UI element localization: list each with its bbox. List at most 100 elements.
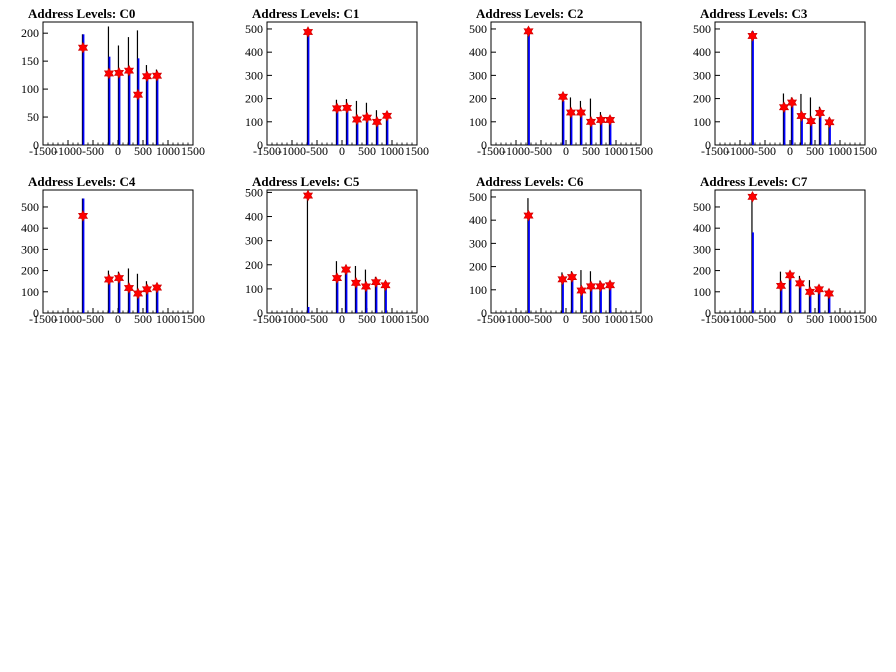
blue-peak: [570, 110, 573, 145]
black-peak: [561, 272, 563, 313]
x-tick-label: 0: [563, 144, 569, 158]
x-tick-label: 1000: [156, 312, 180, 326]
x-tick-label: 1500: [405, 144, 429, 158]
x-tick-label: -500: [82, 312, 104, 326]
black-peak: [570, 271, 573, 313]
peak-marker: [566, 271, 578, 283]
black-peak: [790, 97, 793, 145]
peak-marker: [331, 272, 343, 284]
x-tick-label: -500: [82, 144, 104, 158]
x-tick-label: 500: [806, 144, 824, 158]
chart-title: Address Levels: C0: [28, 6, 135, 21]
black-peak: [354, 265, 357, 313]
peak-marker: [132, 287, 144, 300]
blue-peak: [108, 56, 111, 145]
blue-peak: [376, 122, 379, 145]
black-peak: [364, 269, 367, 313]
blue-peak: [346, 107, 349, 145]
y-tick-label: 0: [257, 306, 263, 320]
x-tick-label: -1000: [54, 144, 82, 158]
blue-peak: [752, 31, 754, 145]
y-tick-label: 0: [481, 306, 487, 320]
blue-peak: [828, 292, 831, 313]
black-peak: [798, 275, 801, 313]
peak-marker: [360, 280, 372, 293]
black-peak: [345, 99, 348, 145]
y-tick-label: 400: [469, 45, 487, 59]
black-peak: [374, 276, 377, 313]
chart-svg: Address Levels: C7-1500-1000 -500 0 500 1000…: [693, 174, 877, 326]
peak-marker: [565, 106, 577, 119]
x-tick-label: 0: [339, 144, 345, 158]
black-peak: [136, 30, 139, 145]
peak-marker: [350, 277, 362, 289]
y-tick-label: 200: [245, 258, 263, 272]
x-tick-label: 1500: [629, 144, 653, 158]
black-peak: [527, 29, 529, 145]
black-peak: [828, 117, 830, 145]
peak-marker: [132, 88, 144, 101]
x-tick-label: 1500: [853, 144, 877, 158]
black-peak: [384, 284, 386, 313]
peak-marker: [523, 25, 534, 38]
peak-marker: [523, 209, 534, 222]
plot-frame: [266, 21, 418, 146]
blue-peak: [580, 112, 583, 145]
x-tick-label: 500: [134, 312, 152, 326]
x-tick-label: 1000: [380, 312, 404, 326]
peak-marker: [805, 115, 817, 127]
y-tick-label: 200: [693, 92, 711, 106]
y-tick-label: 100: [245, 282, 263, 296]
black-peak: [788, 272, 791, 313]
y-tick-label: 0: [257, 138, 263, 152]
x-tick-label: -1000: [502, 312, 530, 326]
black-peak: [751, 195, 753, 313]
peak-marker: [604, 279, 616, 291]
blue-peak: [590, 119, 593, 145]
blue-peak: [82, 198, 85, 313]
black-peak: [569, 97, 572, 145]
chart-svg: Address Levels: C6-1500-1000 -500 0 500 1000…: [469, 174, 653, 326]
chart-panel: Address Levels: C0 -1500 -1000 -500 0 500 1000…: [0, 0, 224, 168]
blue-peak: [829, 121, 831, 145]
plot-frame: [490, 189, 642, 314]
black-peak: [385, 115, 388, 145]
chart-title: Address Levels: C6: [476, 174, 584, 189]
black-peak: [375, 110, 378, 145]
chart-title: Address Levels: C4: [28, 174, 136, 189]
chart-title: Address Levels: C2: [476, 6, 583, 21]
x-tick-label: -1000: [278, 312, 306, 326]
y-tick-label: 300: [245, 234, 263, 248]
chart-svg: Address Levels: C1-1500-1000 -500 0 500 1000…: [245, 6, 429, 158]
x-tick-label: 500: [358, 312, 376, 326]
blue-peak: [336, 107, 339, 145]
peak-marker: [331, 102, 343, 115]
blue-peak: [810, 119, 813, 145]
plot-frame: [714, 21, 866, 146]
peak-marker: [151, 281, 163, 294]
y-tick-label: 400: [693, 221, 711, 235]
x-tick-label: 1000: [604, 144, 628, 158]
blue-peak: [819, 113, 822, 145]
x-tick-label: -500: [754, 312, 776, 326]
x-tick-label: 1000: [828, 144, 852, 158]
y-tick-label: 400: [21, 221, 39, 235]
blue-peak: [791, 102, 794, 145]
black-peak: [81, 198, 84, 313]
x-tick-label: -500: [530, 144, 552, 158]
x-tick-label: 0: [787, 312, 793, 326]
y-tick-label: 500: [245, 185, 263, 199]
peak-marker: [747, 190, 758, 203]
chart-svg: Address Levels: C3-1500-1000 -500 0 500 1000…: [693, 6, 877, 158]
x-tick-label: 1000: [828, 312, 852, 326]
x-tick-label: -1000: [502, 144, 530, 158]
black-peak: [608, 282, 611, 313]
y-tick-label: 500: [693, 200, 711, 214]
x-tick-label: -1500: [701, 144, 729, 158]
x-tick-label: -500: [306, 144, 328, 158]
y-tick-label: 500: [245, 22, 263, 36]
black-peak: [527, 198, 529, 313]
blue-peak: [609, 285, 612, 313]
x-tick-label: 500: [806, 312, 824, 326]
